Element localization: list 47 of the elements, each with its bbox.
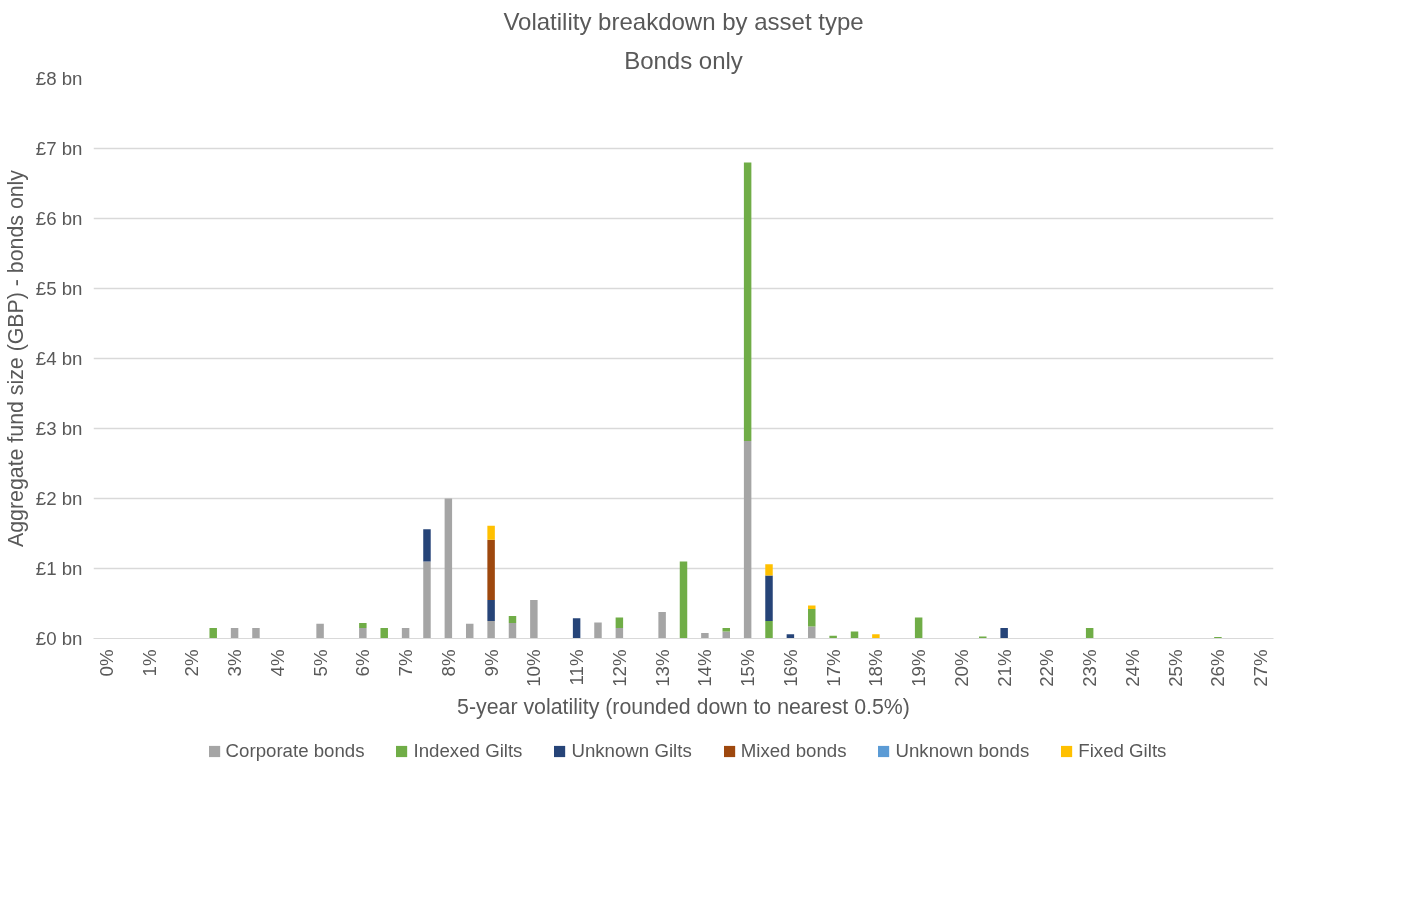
x-tick-label: 16% <box>779 649 801 687</box>
legend-label: Corporate bonds <box>225 740 365 762</box>
legend-label: Indexed Gilts <box>413 740 523 762</box>
x-tick-label: 26% <box>1207 649 1229 687</box>
legend-label: Unknown Gilts <box>571 740 692 762</box>
y-tick-label: £1 bn <box>35 558 83 579</box>
x-tick-label: 21% <box>993 649 1015 687</box>
y-tick-label: £0 bn <box>35 628 83 649</box>
y-axis-title: Aggregate fund size (GBP) - bonds only <box>3 169 28 547</box>
x-tick-label: 24% <box>1121 649 1143 687</box>
y-tick-label: £3 bn <box>35 418 83 439</box>
x-tick-label: 6% <box>352 649 374 677</box>
chart-subtitle: Bonds only <box>624 46 743 74</box>
x-tick-label: 3% <box>224 649 246 677</box>
legend-label: Fixed Gilts <box>1078 740 1167 762</box>
x-axis-title: 5-year volatility (rounded down to nearest 0.5%) <box>457 694 910 719</box>
x-tick-label: 19% <box>908 649 930 687</box>
x-tick-label: 5% <box>309 649 331 677</box>
y-tick-label: £4 bn <box>35 348 83 369</box>
x-tick-label: 12% <box>608 649 630 687</box>
x-tick-label: 9% <box>480 649 502 677</box>
x-tick-label: 18% <box>865 649 887 687</box>
x-tick-label: 20% <box>950 649 972 687</box>
y-tick-label: £5 bn <box>35 278 83 299</box>
x-tick-label: 11% <box>566 649 588 686</box>
x-tick-label: 27% <box>1250 649 1272 687</box>
x-tick-label: 1% <box>138 649 160 677</box>
y-tick-label: £8 bn <box>35 68 83 89</box>
x-tick-label: 17% <box>822 649 844 687</box>
x-tick-label: 15% <box>737 649 759 687</box>
x-tick-label: 7% <box>395 649 417 677</box>
x-tick-label: 25% <box>1164 649 1186 687</box>
chart-title: Volatility breakdown by asset type <box>503 7 864 35</box>
x-tick-label: 2% <box>181 649 203 677</box>
y-tick-label: £7 bn <box>35 138 83 159</box>
legend-label: Unknown bonds <box>895 740 1030 762</box>
x-tick-label: 22% <box>1036 649 1058 687</box>
x-tick-label: 13% <box>651 649 673 687</box>
x-tick-label: 8% <box>437 649 459 677</box>
y-tick-label: £2 bn <box>35 488 83 509</box>
x-tick-label: 10% <box>523 649 545 687</box>
x-tick-label: 4% <box>266 649 288 677</box>
x-tick-label: 14% <box>694 649 716 687</box>
legend-label: Mixed bonds <box>740 740 847 762</box>
x-tick-label: 0% <box>95 649 117 677</box>
x-tick-label: 23% <box>1079 649 1101 687</box>
y-tick-label: £6 bn <box>35 208 83 229</box>
